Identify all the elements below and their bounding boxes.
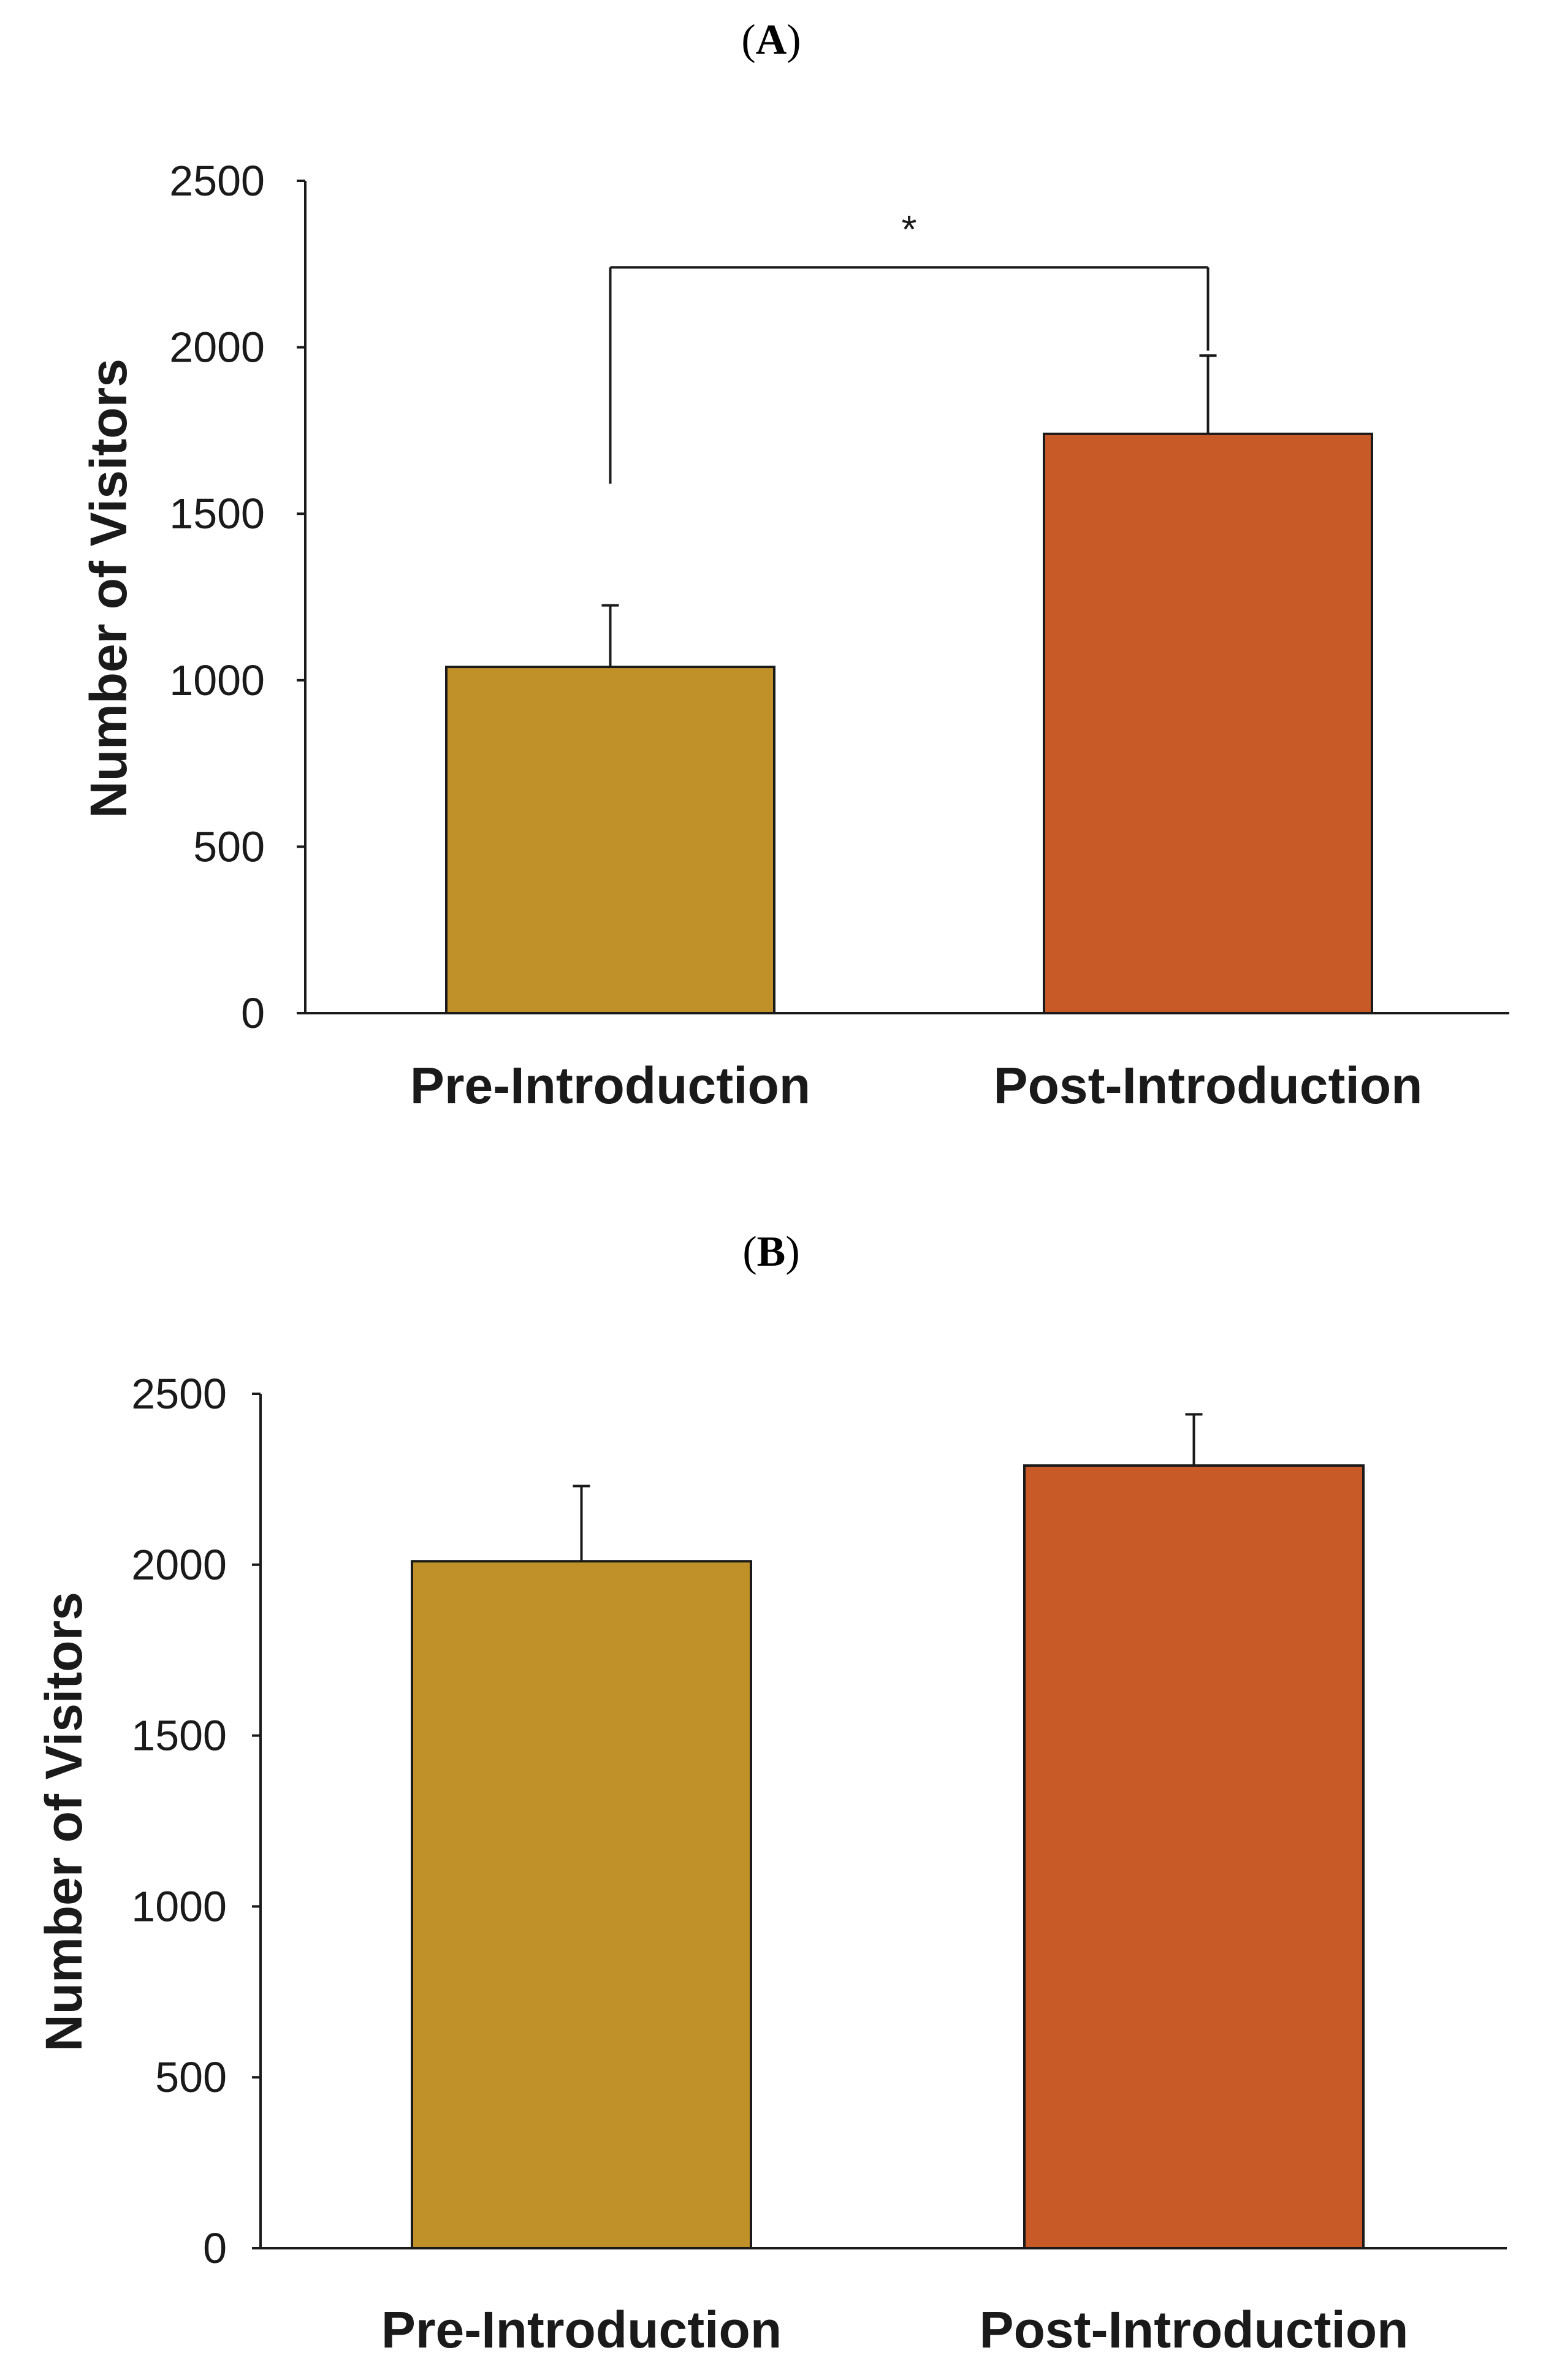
panel-b-y-tick-labels: 0 500 1000 1500 2000 2500	[131, 1370, 227, 2272]
panel-b-error-bars	[573, 1413, 1203, 1562]
panel-a-y-tick-labels: 0 500 1000 1500 2000 2500	[169, 157, 265, 1037]
panel-a-significance-bracket: *	[609, 207, 1210, 484]
y-tick-label: 1500	[131, 1712, 227, 1760]
panel-a-bars	[445, 432, 1373, 1014]
panel-b: (B) Number of Visitors 0 500 1000 1500 2000 2…	[35, 1228, 1507, 2359]
bar-pre-introduction	[411, 1560, 752, 2250]
category-label: Pre-Introduction	[381, 2301, 782, 2359]
category-label: Post-Introduction	[980, 2301, 1409, 2359]
panel-b-label: (B)	[742, 1228, 799, 1276]
y-tick-label: 2000	[169, 324, 265, 371]
panel-b-y-tick-marks	[252, 1393, 261, 2249]
panel-b-bars	[411, 1464, 1365, 2250]
panel-b-y-axis-title: Number of Visitors	[35, 1592, 93, 2051]
significance-marker: *	[902, 207, 917, 251]
category-label: Pre-Introduction	[410, 1057, 810, 1114]
y-tick-label: 0	[203, 2224, 227, 2272]
panel-a-error-bars	[601, 354, 1217, 667]
panel-a: (A) Number of Visitors 0 500 1000 1500 2000 2…	[80, 17, 1509, 1114]
bar-pre-introduction	[445, 666, 775, 1014]
y-tick-label: 1000	[169, 656, 265, 704]
y-tick-label: 1500	[169, 490, 265, 538]
y-tick-label: 2000	[131, 1541, 227, 1589]
y-tick-label: 2500	[131, 1370, 227, 1418]
panel-a-category-labels: Pre-Introduction Post-Introduction	[410, 1057, 1423, 1114]
category-label: Post-Introduction	[994, 1057, 1423, 1114]
panel-a-y-axis-title: Number of Visitors	[80, 359, 137, 818]
y-tick-label: 500	[193, 823, 265, 870]
panel-b-category-labels: Pre-Introduction Post-Introduction	[381, 2301, 1409, 2359]
panel-a-y-tick-marks	[297, 180, 305, 1014]
y-tick-label: 1000	[131, 1882, 227, 1930]
bar-post-introduction	[1023, 1464, 1365, 2249]
panel-a-label: (A)	[741, 17, 801, 64]
bar-post-introduction	[1043, 432, 1373, 1014]
y-tick-label: 0	[241, 989, 265, 1037]
y-tick-label: 2500	[169, 157, 265, 205]
y-tick-label: 500	[155, 2053, 227, 2101]
